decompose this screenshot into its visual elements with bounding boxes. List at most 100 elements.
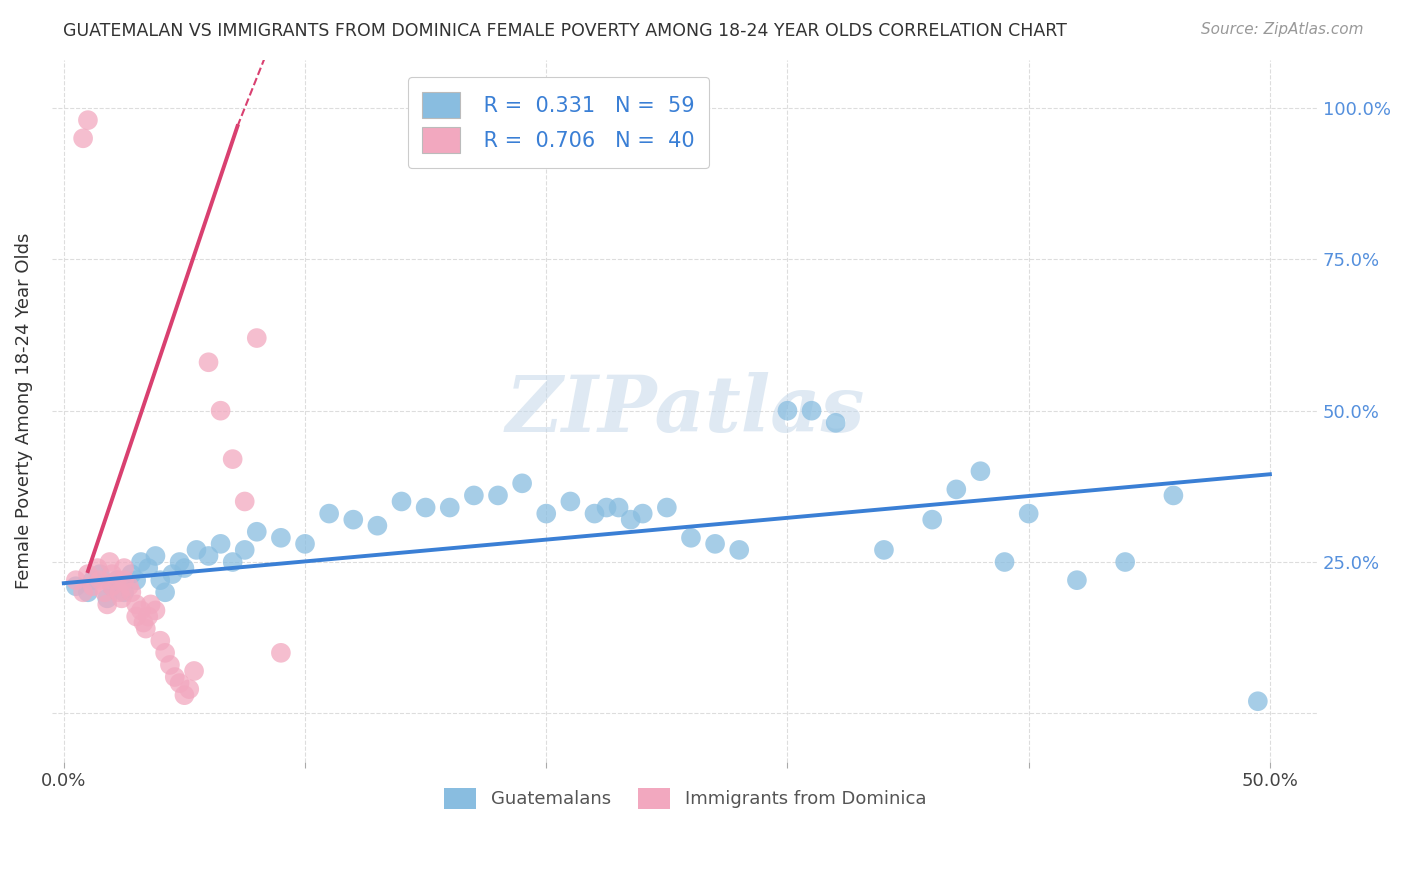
Point xyxy=(209,403,232,417)
Point xyxy=(415,500,437,515)
Point xyxy=(94,585,117,599)
Point xyxy=(728,542,751,557)
Point xyxy=(342,513,364,527)
Point xyxy=(1247,694,1270,708)
Point xyxy=(655,500,678,515)
Point xyxy=(98,555,121,569)
Point xyxy=(197,549,219,563)
Point xyxy=(1018,507,1040,521)
Point xyxy=(136,609,159,624)
Point xyxy=(145,549,167,563)
Point xyxy=(129,555,152,569)
Point xyxy=(366,518,388,533)
Point xyxy=(153,585,176,599)
Point xyxy=(136,561,159,575)
Legend: Guatemalans, Immigrants from Dominica: Guatemalans, Immigrants from Dominica xyxy=(436,780,934,816)
Point xyxy=(391,494,413,508)
Point xyxy=(111,591,134,606)
Point xyxy=(86,561,108,575)
Point xyxy=(162,567,184,582)
Point xyxy=(631,507,654,521)
Point xyxy=(873,542,896,557)
Point xyxy=(704,537,727,551)
Point xyxy=(149,633,172,648)
Point xyxy=(72,585,94,599)
Point xyxy=(101,567,124,582)
Point xyxy=(800,403,823,417)
Point xyxy=(620,513,643,527)
Point xyxy=(270,531,292,545)
Point xyxy=(921,513,943,527)
Point xyxy=(159,657,181,672)
Point xyxy=(945,483,967,497)
Point xyxy=(1066,573,1088,587)
Point xyxy=(186,542,208,557)
Point xyxy=(120,585,142,599)
Point xyxy=(169,555,191,569)
Text: Source: ZipAtlas.com: Source: ZipAtlas.com xyxy=(1201,22,1364,37)
Point xyxy=(510,476,533,491)
Point xyxy=(583,507,606,521)
Point xyxy=(65,579,87,593)
Point xyxy=(221,555,243,569)
Point xyxy=(105,573,128,587)
Point xyxy=(101,579,124,593)
Point xyxy=(65,573,87,587)
Point xyxy=(536,507,558,521)
Point xyxy=(112,585,135,599)
Text: ZIPatlas: ZIPatlas xyxy=(505,373,865,449)
Point xyxy=(96,591,118,606)
Point xyxy=(145,603,167,617)
Point xyxy=(679,531,702,545)
Point xyxy=(89,567,111,582)
Point xyxy=(246,524,269,539)
Point xyxy=(82,579,104,593)
Point xyxy=(89,573,111,587)
Point xyxy=(72,131,94,145)
Point xyxy=(173,688,195,702)
Point xyxy=(96,598,118,612)
Y-axis label: Female Poverty Among 18-24 Year Olds: Female Poverty Among 18-24 Year Olds xyxy=(15,233,32,589)
Point xyxy=(101,579,124,593)
Point xyxy=(969,464,991,478)
Point xyxy=(77,113,100,128)
Point xyxy=(270,646,292,660)
Point xyxy=(463,488,485,502)
Point xyxy=(125,609,148,624)
Point xyxy=(560,494,582,508)
Point xyxy=(209,537,232,551)
Point xyxy=(486,488,509,502)
Text: GUATEMALAN VS IMMIGRANTS FROM DOMINICA FEMALE POVERTY AMONG 18-24 YEAR OLDS CORR: GUATEMALAN VS IMMIGRANTS FROM DOMINICA F… xyxy=(63,22,1067,40)
Point xyxy=(233,542,256,557)
Point xyxy=(77,585,100,599)
Point xyxy=(139,598,162,612)
Point xyxy=(439,500,461,515)
Point xyxy=(125,573,148,587)
Point xyxy=(173,561,195,575)
Point xyxy=(132,615,155,630)
Point xyxy=(112,573,135,587)
Point xyxy=(112,561,135,575)
Point xyxy=(197,355,219,369)
Point xyxy=(221,452,243,467)
Point xyxy=(105,573,128,587)
Point xyxy=(169,676,191,690)
Point xyxy=(318,507,340,521)
Point xyxy=(183,664,205,678)
Point xyxy=(153,646,176,660)
Point xyxy=(163,670,186,684)
Point xyxy=(595,500,617,515)
Point xyxy=(993,555,1015,569)
Point xyxy=(233,494,256,508)
Point xyxy=(118,579,141,593)
Point xyxy=(776,403,799,417)
Point xyxy=(135,622,157,636)
Point xyxy=(82,573,104,587)
Point xyxy=(246,331,269,345)
Point xyxy=(129,603,152,617)
Point xyxy=(149,573,172,587)
Point xyxy=(294,537,316,551)
Point xyxy=(108,585,131,599)
Point xyxy=(824,416,846,430)
Point xyxy=(179,682,201,697)
